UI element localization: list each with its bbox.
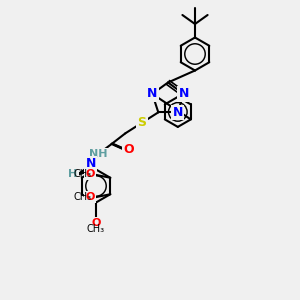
Text: N: N (172, 106, 183, 119)
Text: CH₃: CH₃ (74, 169, 92, 179)
Text: O: O (85, 192, 94, 202)
Text: CH₃: CH₃ (87, 224, 105, 235)
Text: S: S (137, 116, 146, 129)
Text: N: N (178, 87, 189, 101)
Text: O: O (124, 143, 134, 156)
Text: NH: NH (89, 149, 108, 159)
Text: N: N (147, 87, 158, 101)
Text: O: O (91, 218, 101, 228)
Text: N: N (85, 158, 96, 170)
Text: N: N (147, 87, 158, 101)
Text: O: O (85, 169, 94, 179)
Text: H: H (68, 169, 77, 179)
Text: CH₃: CH₃ (74, 192, 92, 202)
